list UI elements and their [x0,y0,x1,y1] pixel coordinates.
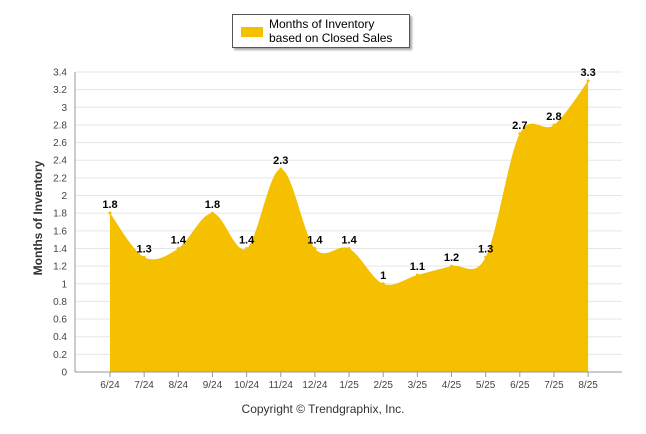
x-axis-ticks: 6/24 7/24 8/24 9/24 10/24 11/24 12/24 1/25 2/25 3… [100,372,598,391]
data-label: 1.4 [307,234,323,246]
y-tick-label: 0.8 [53,297,67,308]
data-label: 1.2 [444,252,459,264]
y-tick-label: 2.2 [53,173,67,184]
x-tick-label: 8/24 [169,380,189,391]
y-tick-label: 2.6 [53,138,67,149]
legend-label: Months of Inventory based on Closed Sale… [269,17,393,45]
data-point [313,246,317,250]
data-label: 2.7 [512,120,527,132]
data-point [347,246,351,250]
data-point [142,255,146,259]
y-tick-label: 3.2 [53,85,67,96]
y-tick-label: 1 [61,279,67,290]
data-label: 3.3 [580,67,595,79]
legend-swatch [241,27,263,37]
data-label: 1.3 [137,243,152,255]
x-tick-label: 12/24 [302,380,327,391]
x-tick-label: 3/25 [408,380,428,391]
data-label: 1 [380,270,386,282]
y-tick-label: 0.4 [53,332,67,343]
y-tick-label: 0.2 [53,350,67,361]
data-label: 1.8 [102,199,117,211]
x-tick-label: 6/24 [100,380,120,391]
x-tick-label: 9/24 [203,380,223,391]
y-tick-label: 1.2 [53,262,67,273]
y-tick-label: 1.4 [53,244,67,255]
data-point [484,255,488,259]
x-tick-label: 5/25 [476,380,496,391]
y-tick-label: 2.8 [53,120,67,131]
data-label: 2.8 [546,111,561,123]
data-point [552,123,556,127]
x-tick-label: 10/24 [234,380,259,391]
y-tick-label: 2.4 [53,156,67,167]
data-point [586,79,590,83]
y-axis-title: Months of Inventory [31,160,45,275]
y-tick-label: 2 [61,191,67,202]
data-point [245,246,249,250]
x-tick-label: 6/25 [510,380,530,391]
data-label: 1.3 [478,243,493,255]
y-tick-label: 3.4 [53,68,67,79]
data-point [210,211,214,215]
y-axis-ticks: 0 0.2 0.4 0.6 0.8 1 1.2 1.4 1.6 1.8 2 2.2 2.4 2.6 2.8 3… [53,68,67,379]
x-tick-label: 4/25 [442,380,462,391]
data-point [381,282,385,286]
data-point [450,264,453,268]
data-labels: 1.8 1.3 1.4 1.8 1.4 2.3 1.4 1.4 1 1.1 1.2 1.3 2.7 2.8… [102,67,596,286]
axes [74,72,622,373]
legend: Months of Inventory based on Closed Sale… [232,14,410,48]
y-tick-label: 1.8 [53,209,67,220]
data-label: 1.4 [239,234,255,246]
x-tick-label: 7/24 [134,380,154,391]
data-label: 2.3 [273,155,288,167]
data-label: 1.1 [410,261,425,273]
data-point [176,246,180,250]
area-series [110,80,589,372]
x-tick-label: 11/24 [269,380,294,391]
y-tick-label: 1.6 [53,226,67,237]
y-tick-label: 0 [61,368,67,379]
y-tick-label: 0.6 [53,315,67,326]
data-label: 1.8 [205,199,220,211]
data-point [415,273,419,277]
x-tick-label: 2/25 [373,380,393,391]
x-tick-label: 1/25 [339,380,359,391]
x-tick-label: 7/25 [544,380,564,391]
data-point [108,211,112,215]
data-point [518,132,522,136]
data-label: 1.4 [171,234,187,246]
series-area [110,80,589,372]
data-point [279,167,283,171]
x-tick-label: 8/25 [578,380,598,391]
copyright-credit: Copyright © Trendgraphix, Inc. [241,402,405,416]
y-tick-label: 3 [61,103,67,114]
data-label: 1.4 [341,234,357,246]
